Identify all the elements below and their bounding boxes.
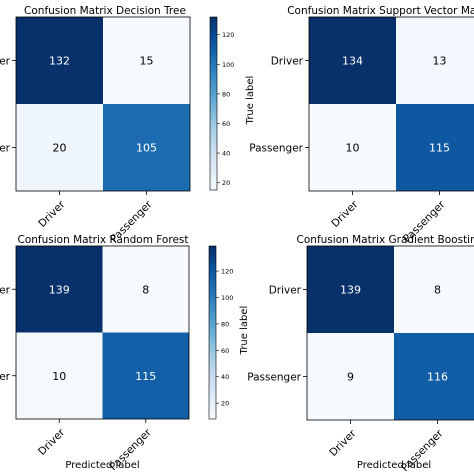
cell-value-label: 132 <box>49 55 70 68</box>
cell-value-label: 9 <box>347 371 354 384</box>
chart-title: Confusion Matrix Random Forest <box>18 234 189 246</box>
colorbar-tick-label: 60 <box>221 347 229 355</box>
x-axis-label: Predicted label <box>357 460 431 471</box>
matrix-cell <box>103 17 190 104</box>
x-tick-label: Driver <box>36 198 68 230</box>
y-tick-label: Passenger <box>249 143 303 155</box>
matrix-cell <box>394 333 474 420</box>
cell-value-label: 8 <box>434 284 441 297</box>
matrix-frame <box>15 16 191 192</box>
confusion-matrix-panel-4: Confusion Matrix Gradient Boosting 139 8 9 1… <box>239 234 474 474</box>
colorbar-tick-label: 20 <box>221 400 229 408</box>
cell-value-label: 10 <box>346 142 360 155</box>
colorbar-gradient <box>209 16 218 191</box>
matrix-cell <box>309 17 396 104</box>
confusion-matrix-panel-2: Confusion Matrix Support Vector Machine 1… <box>245 5 474 245</box>
matrix-cell <box>16 332 103 419</box>
colorbar-tick-label: 100 <box>221 294 233 302</box>
colorbar-tick-label: 120 <box>222 31 234 39</box>
matrix-cell <box>16 17 103 104</box>
chart-title: Confusion Matrix Gradient Boosting <box>297 234 474 246</box>
matrix-cell <box>309 104 396 191</box>
x-tick-label: Driver <box>36 426 68 458</box>
matrix-frame <box>15 245 190 420</box>
matrix-cell <box>394 246 474 333</box>
colorbar-tick-label: 40 <box>222 150 230 158</box>
colorbar-gradient <box>208 245 217 420</box>
y-axis-label: True label <box>239 306 250 356</box>
matrix-cell <box>16 246 103 333</box>
x-axis-label: Predicted label <box>65 460 139 471</box>
matrix-cell <box>102 246 189 333</box>
matrix-cell <box>16 104 103 191</box>
x-tick-label: Driver <box>329 198 361 230</box>
cell-value-label: 8 <box>142 283 149 296</box>
matrix-cell <box>307 246 394 333</box>
cell-value-label: 10 <box>52 370 66 383</box>
cell-value-label: 105 <box>136 142 157 155</box>
cell-value-label: 115 <box>135 370 156 383</box>
colorbar-tick-label: 100 <box>222 61 234 69</box>
y-tick-label: Passenger <box>0 371 11 383</box>
confusion-matrix-panel-1: Confusion Matrix Decision Tree 132 15 20 105… <box>0 5 234 245</box>
y-tick-label: Driver <box>0 284 11 296</box>
y-tick-label: Passenger <box>0 143 11 155</box>
cell-value-label: 13 <box>433 55 447 68</box>
y-tick-label: Passenger <box>247 372 301 384</box>
cell-value-label: 116 <box>427 371 448 384</box>
cell-value-label: 139 <box>49 283 70 296</box>
y-tick-label: Driver <box>271 56 304 68</box>
matrix-frame <box>306 245 474 421</box>
colorbar: 20 40 60 80 100 120 <box>208 245 233 420</box>
matrix-cell <box>103 104 190 191</box>
colorbar: 20 40 60 80 100 120 <box>209 16 234 191</box>
colorbar-tick-label: 20 <box>222 179 230 187</box>
y-tick-label: Driver <box>269 285 302 297</box>
matrix-cell <box>396 17 474 104</box>
confusion-matrix-panel-3: Confusion Matrix Random Forest 139 8 10 115 D… <box>0 234 233 473</box>
colorbar-tick-label: 80 <box>222 90 230 98</box>
y-tick-label: Driver <box>0 56 11 68</box>
colorbar-tick-label: 120 <box>221 268 233 276</box>
matrix-cell <box>102 332 189 419</box>
cell-value-label: 115 <box>429 142 450 155</box>
y-axis-label: True label <box>245 76 256 126</box>
colorbar-tick-label: 40 <box>221 373 229 381</box>
matrix-frame <box>308 16 474 192</box>
colorbar-tick-label: 60 <box>222 120 230 128</box>
matrix-cell <box>307 333 394 420</box>
x-tick-label: Driver <box>327 427 359 459</box>
cell-value-label: 139 <box>340 284 361 297</box>
chart-title: Confusion Matrix Support Vector Machine <box>287 5 474 17</box>
cell-value-label: 20 <box>53 142 67 155</box>
colorbar-tick-label: 80 <box>221 320 229 328</box>
matrix-cell <box>396 104 474 191</box>
cell-value-label: 15 <box>140 55 154 68</box>
chart-title: Confusion Matrix Decision Tree <box>24 5 186 17</box>
cell-value-label: 134 <box>342 55 363 68</box>
